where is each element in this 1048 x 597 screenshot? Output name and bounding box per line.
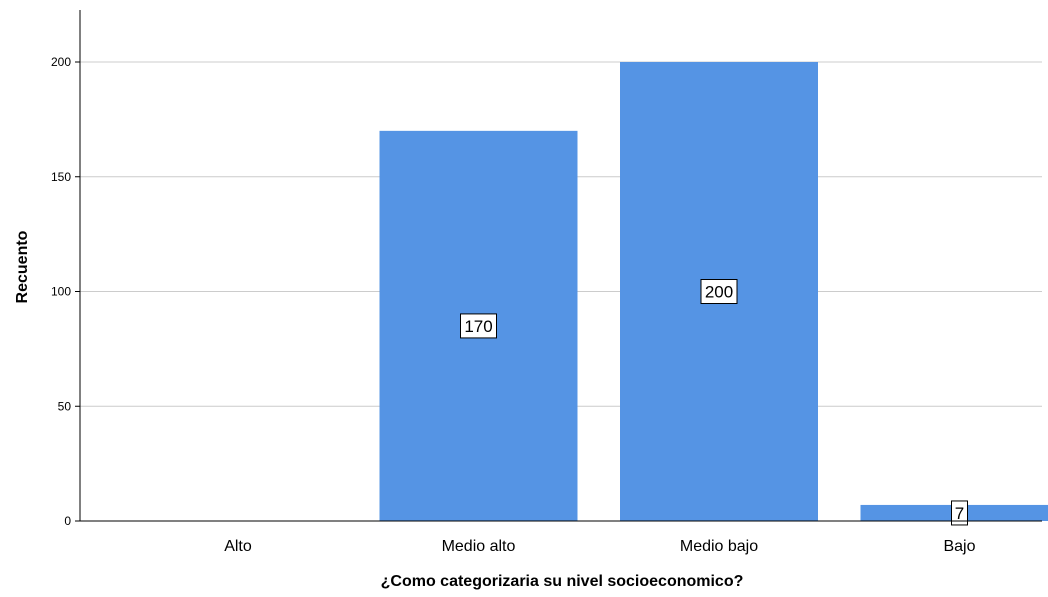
data-label-box (951, 500, 968, 526)
x-axis-title: ¿Como categorizaria su nivel socioeconom… (381, 573, 744, 590)
data-label: 170 (464, 317, 492, 336)
data-label: 7 (955, 504, 964, 523)
data-label-box (460, 313, 497, 339)
y-tick-label: 50 (58, 399, 72, 413)
y-tick-label: 150 (51, 170, 71, 184)
y-tick-label: 200 (51, 55, 71, 69)
y-tick-label: 100 (51, 285, 71, 299)
data-label-box (700, 279, 738, 304)
x-tick-label: Bajo (943, 538, 975, 555)
data-label: 200 (705, 283, 733, 302)
x-tick-label: Alto (224, 538, 252, 555)
y-axis-title: Recuento (14, 230, 31, 303)
x-tick-label: Medio bajo (680, 538, 758, 555)
data-labels: 170 200 7 (460, 279, 968, 526)
y-tick-label: 0 (64, 514, 71, 528)
axes: 0 50 100 150 200 Alto Medio alto Medio bajo Bajo (51, 10, 1042, 555)
x-tick-label: Medio alto (442, 538, 516, 555)
